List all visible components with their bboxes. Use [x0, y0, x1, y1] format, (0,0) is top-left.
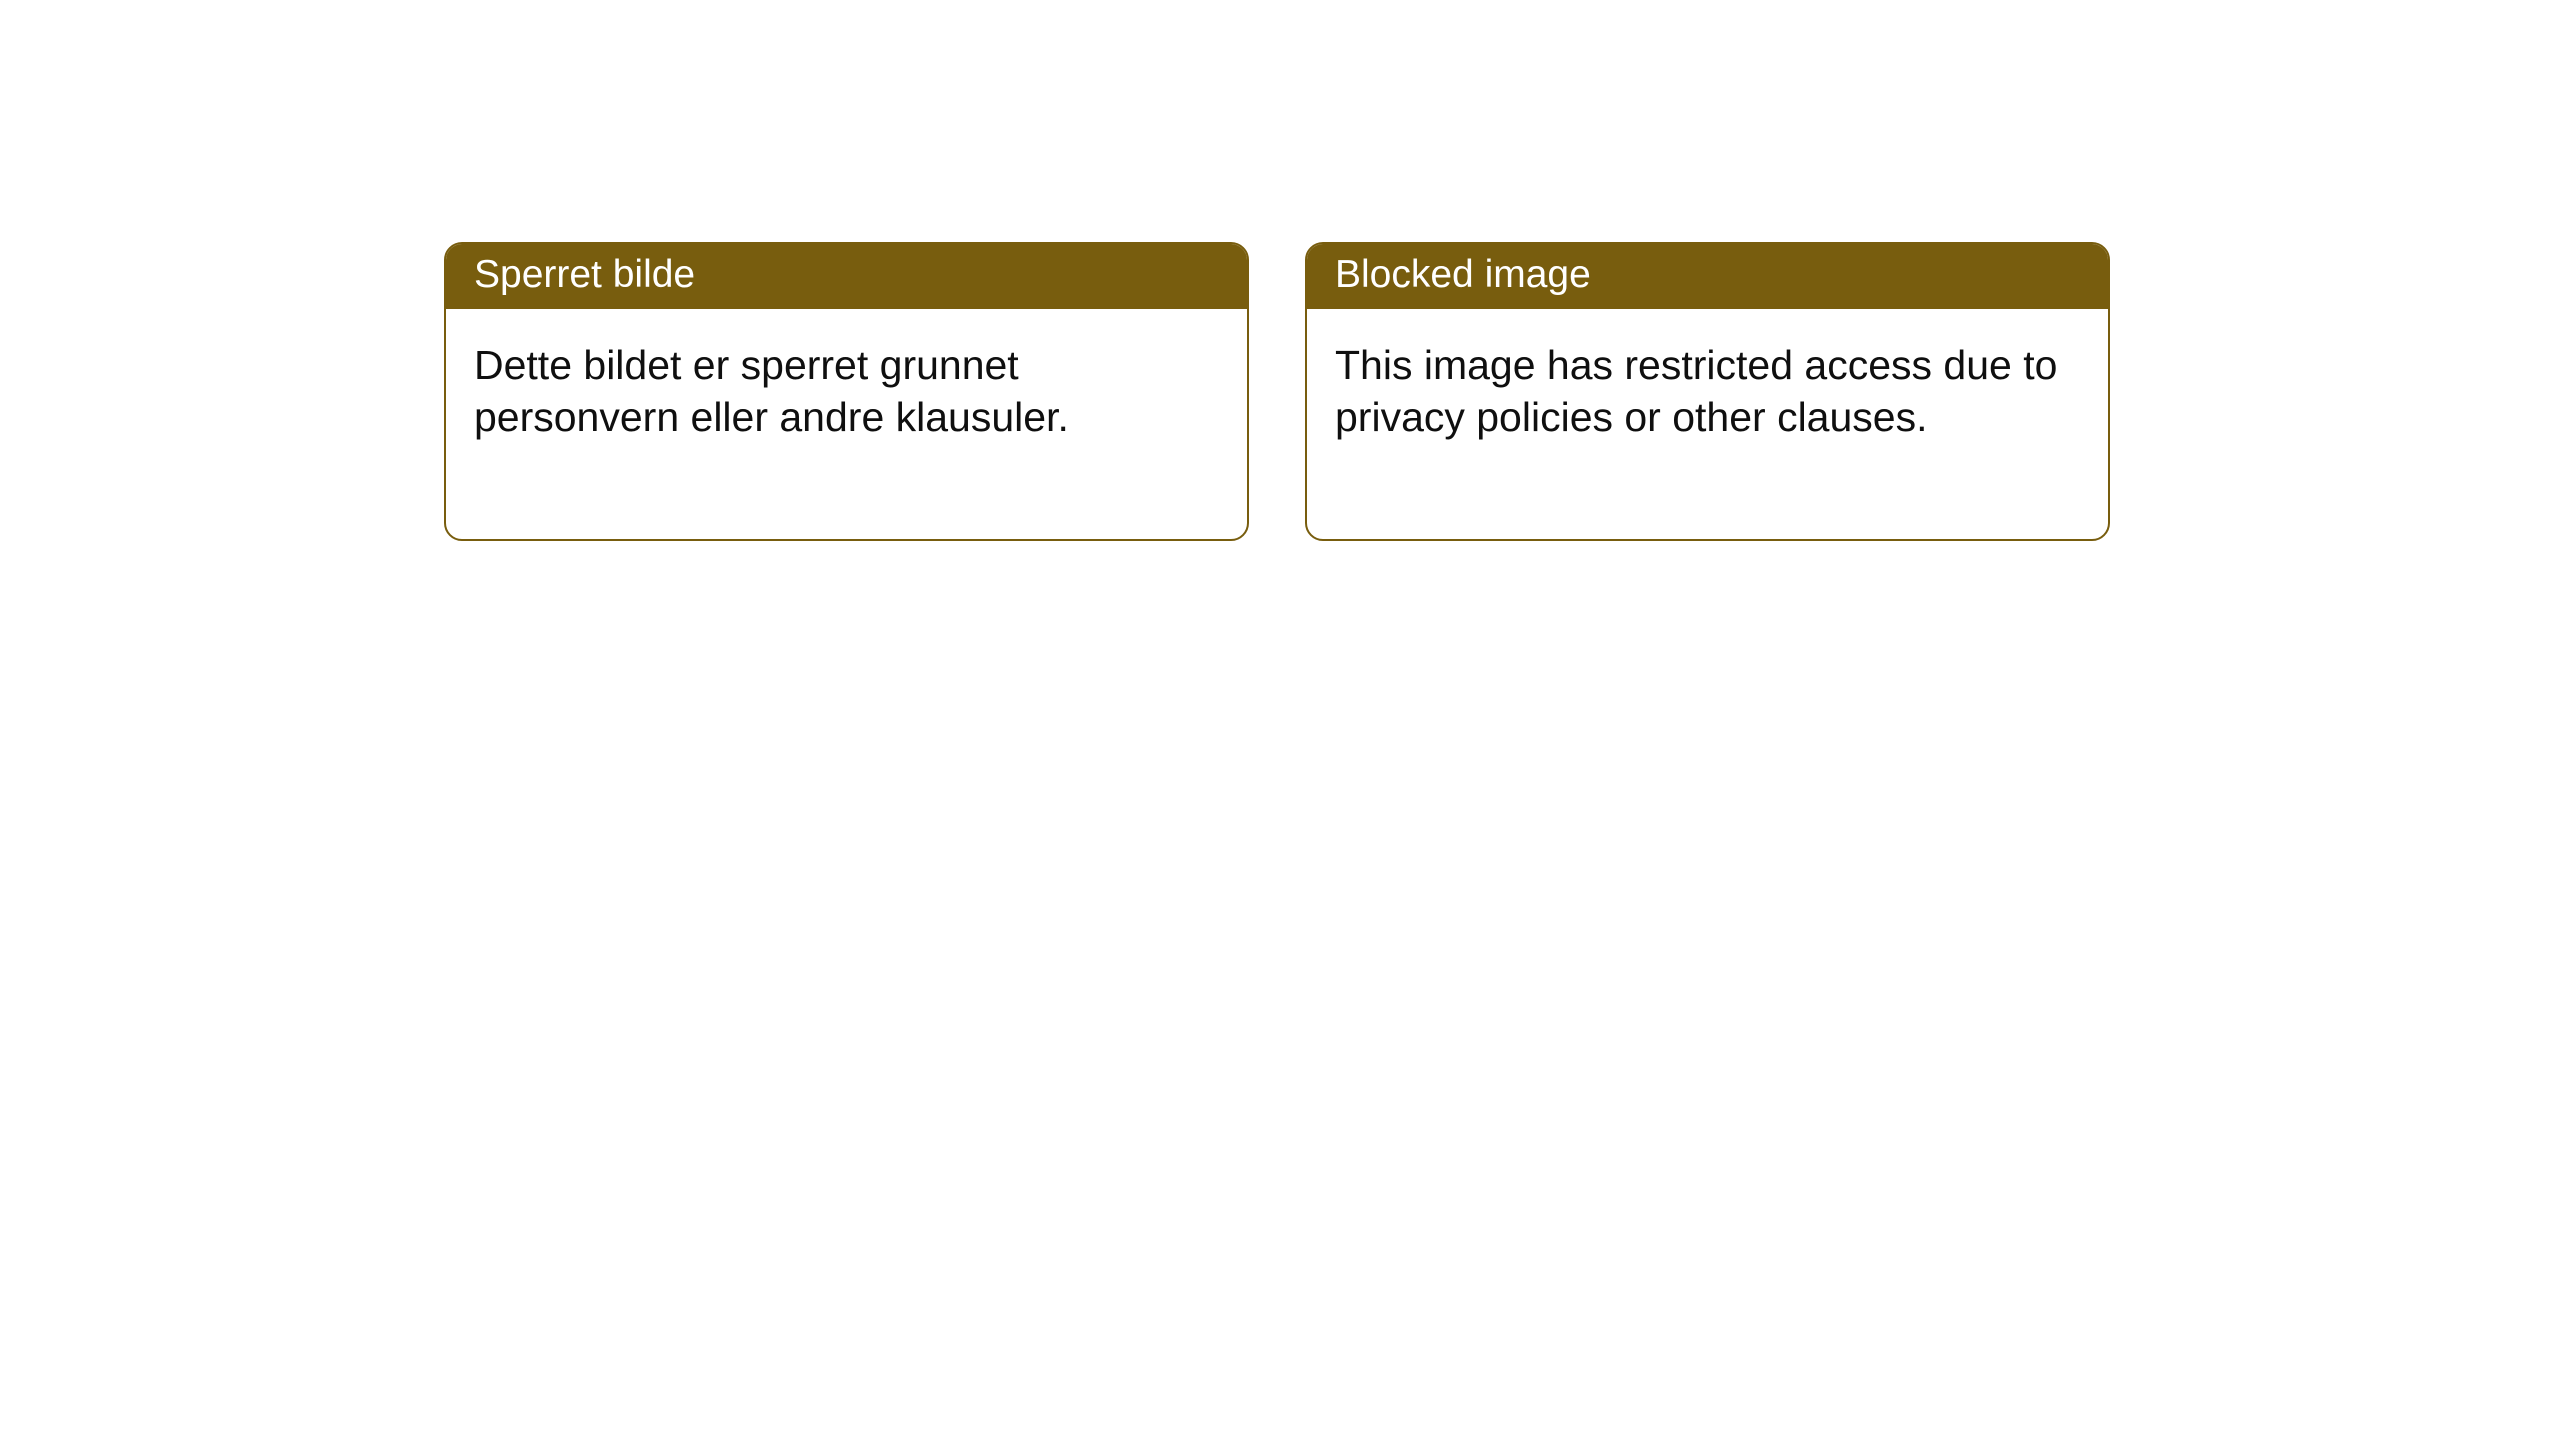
card-body: This image has restricted access due to …: [1307, 309, 2108, 539]
card-header: Blocked image: [1307, 244, 2108, 309]
card-title: Blocked image: [1335, 253, 1591, 296]
card-header: Sperret bilde: [446, 244, 1247, 309]
card-body: Dette bildet er sperret grunnet personve…: [446, 309, 1247, 539]
notice-container: Sperret bilde Dette bildet er sperret gr…: [444, 242, 2110, 541]
card-body-text: Dette bildet er sperret grunnet personve…: [474, 342, 1069, 440]
notice-card-english: Blocked image This image has restricted …: [1305, 242, 2110, 541]
card-body-text: This image has restricted access due to …: [1335, 342, 2057, 440]
notice-card-norwegian: Sperret bilde Dette bildet er sperret gr…: [444, 242, 1249, 541]
card-title: Sperret bilde: [474, 253, 695, 296]
